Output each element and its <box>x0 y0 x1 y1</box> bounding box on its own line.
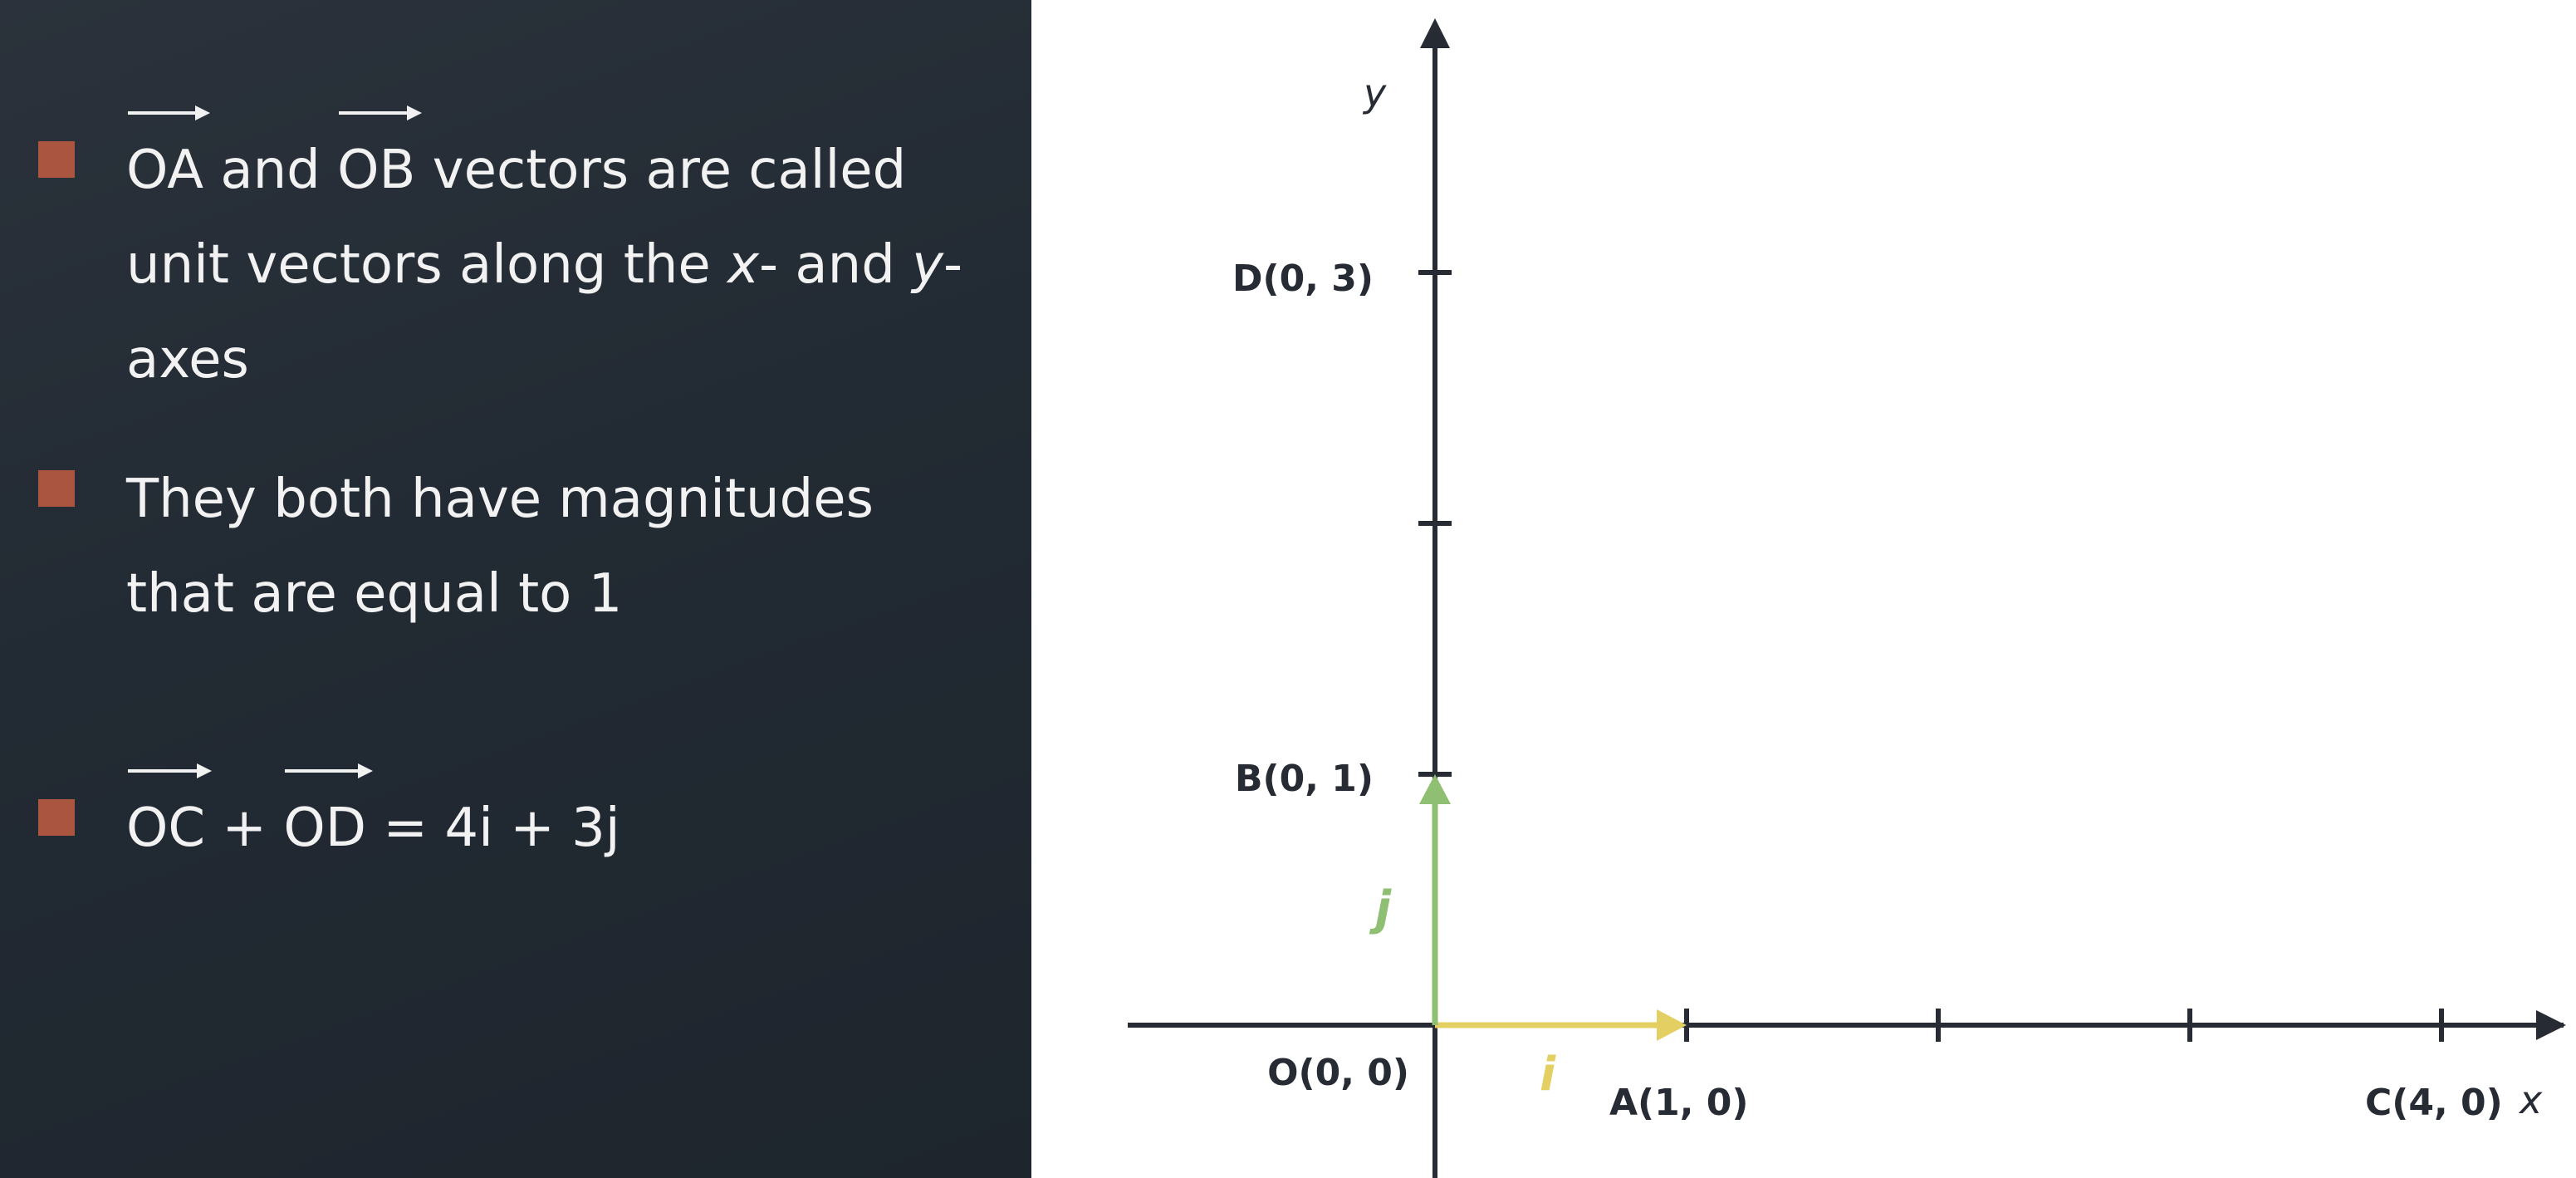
point-label-a: A(1, 0) <box>1609 1082 1749 1124</box>
bullet-text: OA and OB vectors are called unit vector… <box>126 106 990 407</box>
bullet-marker <box>38 799 75 836</box>
vector-i-label: i <box>1540 1048 1556 1102</box>
point-label-b: B(0, 1) <box>1235 758 1374 800</box>
bullet-marker <box>38 141 75 178</box>
vector-oa: OA <box>126 106 211 218</box>
vector-ob: OB <box>337 106 423 218</box>
vector-j-label: j <box>1369 881 1392 935</box>
vector-j-arrowhead <box>1419 774 1451 804</box>
vector-arrow-icon <box>339 103 423 123</box>
y-axis-arrow-icon <box>1420 18 1450 48</box>
vector-od: OD <box>283 763 373 876</box>
vector-arrow-icon <box>128 761 213 781</box>
vector-arrow-icon <box>285 761 373 781</box>
vector-arrow-icon <box>128 103 211 123</box>
point-label-o: O(0, 0) <box>1267 1052 1409 1094</box>
vector-oc: OC <box>126 763 213 876</box>
bullet-panel: OA and OB vectors are called unit vector… <box>0 0 1031 1178</box>
x-axis-arrow-icon <box>2536 1010 2566 1040</box>
point-label-c: C(4, 0) <box>2365 1082 2503 1124</box>
bullet-marker <box>38 470 75 507</box>
coordinate-diagram: y x D(0, 3) B(0, 1) O(0, 0) A(1, 0) C(4,… <box>1128 18 2566 1178</box>
x-axis-label: x <box>2518 1077 2543 1122</box>
y-axis-label: y <box>1362 71 1387 115</box>
point-label-d: D(0, 3) <box>1232 258 1374 300</box>
bullet-text: They both have magnitudes that are equal… <box>126 469 874 625</box>
bullet-text: OC + OD = 4i + 3j <box>126 763 990 876</box>
vector-i-arrowhead <box>1657 1009 1687 1041</box>
